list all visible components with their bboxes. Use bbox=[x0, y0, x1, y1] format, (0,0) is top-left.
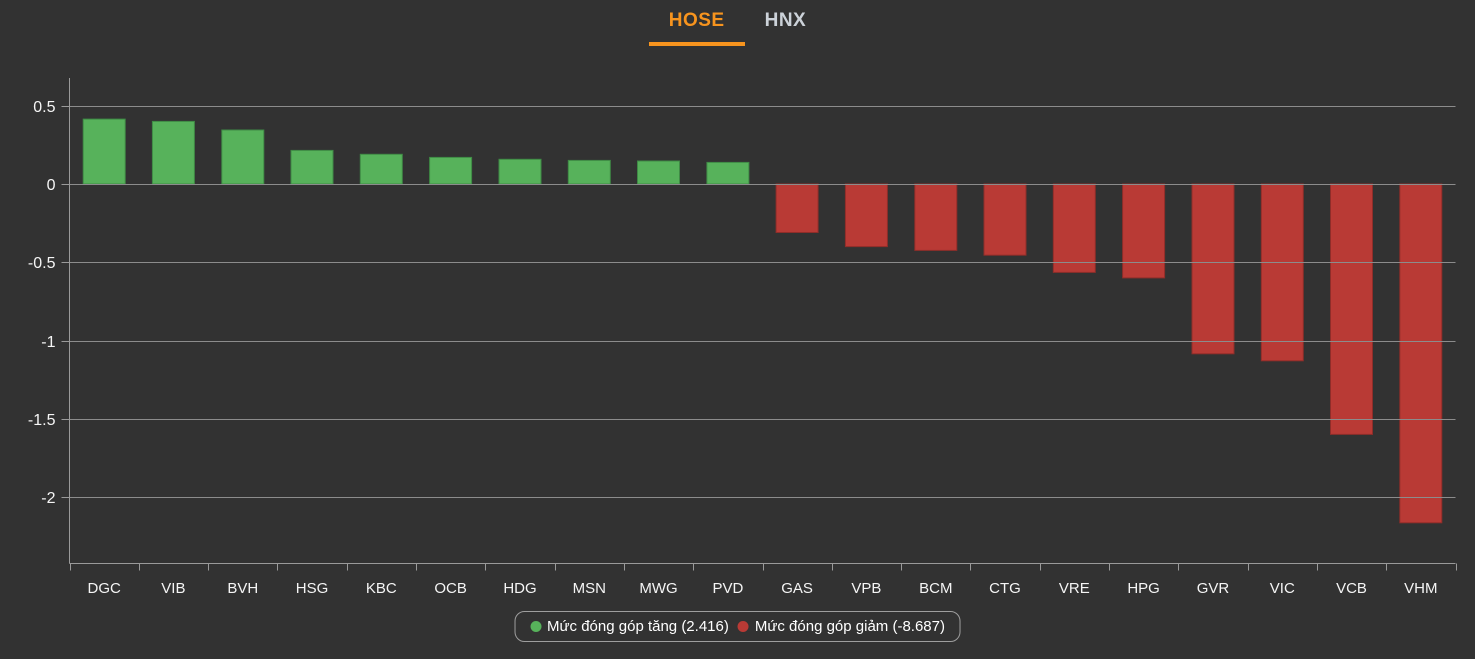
bar-VIB[interactable] bbox=[151, 120, 195, 185]
bar-VHM[interactable] bbox=[1399, 183, 1443, 524]
legend-decrease-label: Mức đóng góp giảm (-8.687) bbox=[754, 618, 945, 635]
increase-dot-icon bbox=[530, 621, 542, 632]
x-tick-label-PVD: PVD bbox=[712, 580, 743, 597]
bar-DGC[interactable] bbox=[82, 118, 126, 185]
bar-GAS[interactable] bbox=[775, 183, 819, 233]
bar-VCB[interactable] bbox=[1330, 183, 1373, 435]
x-tick-label-VPB: VPB bbox=[851, 580, 881, 597]
x-tick-label-DGC: DGC bbox=[88, 580, 122, 597]
x-tick-label-MWG: MWG bbox=[639, 580, 677, 597]
y-tick-label: -1.5 bbox=[28, 412, 56, 429]
x-tick-label-GVR: GVR bbox=[1197, 580, 1230, 597]
decrease-dot-icon bbox=[737, 621, 749, 632]
bar-GVR[interactable] bbox=[1191, 183, 1235, 355]
chart-legend: Mức đóng góp tăng (2.416) Mức đóng góp g… bbox=[514, 611, 961, 642]
legend-item-decrease[interactable]: Mức đóng góp giảm (-8.687) bbox=[737, 618, 945, 635]
bar-HPG[interactable] bbox=[1122, 183, 1166, 279]
tab-hnx[interactable]: HNX bbox=[764, 10, 807, 31]
bar-CTG[interactable] bbox=[983, 183, 1027, 256]
bar-BVH[interactable] bbox=[221, 129, 265, 185]
x-tick-label-VIC: VIC bbox=[1270, 580, 1295, 597]
tab-hose[interactable]: HOSE bbox=[648, 9, 745, 46]
bar-VPB[interactable] bbox=[844, 183, 888, 248]
x-tick-label-OCB: OCB bbox=[434, 580, 467, 597]
bar-OCB[interactable] bbox=[429, 156, 473, 185]
x-tick-label-HSG: HSG bbox=[296, 580, 329, 597]
x-tick-label-VRE: VRE bbox=[1059, 580, 1090, 597]
y-tick-label: -1 bbox=[41, 334, 55, 351]
exchange-tabs: HOSE HNX bbox=[0, 0, 1475, 46]
bar-VIC[interactable] bbox=[1260, 183, 1304, 362]
x-tick-label-VHM: VHM bbox=[1404, 580, 1437, 597]
legend-item-increase[interactable]: Mức đóng góp tăng (2.416) bbox=[530, 618, 729, 635]
x-tick-label-BCM: BCM bbox=[919, 580, 952, 597]
x-tick-label-CTG: CTG bbox=[989, 580, 1021, 597]
x-tick-label-MSN: MSN bbox=[573, 580, 606, 597]
bar-HDG[interactable] bbox=[498, 158, 542, 185]
bar-VRE[interactable] bbox=[1052, 183, 1096, 273]
y-tick-label: 0 bbox=[47, 177, 56, 194]
bar-KBC[interactable] bbox=[359, 153, 403, 185]
bar-BCM[interactable] bbox=[914, 183, 958, 251]
x-tick-label-VIB: VIB bbox=[161, 580, 185, 597]
x-tick-label-BVH: BVH bbox=[227, 580, 258, 597]
x-tick-label-HPG: HPG bbox=[1127, 580, 1160, 597]
y-tick-label: 0.5 bbox=[33, 99, 55, 116]
bar-HSG[interactable] bbox=[290, 149, 334, 185]
x-tick-label-VCB: VCB bbox=[1336, 580, 1367, 597]
x-tick-label-HDG: HDG bbox=[503, 580, 536, 597]
legend-increase-label: Mức đóng góp tăng (2.416) bbox=[547, 618, 729, 635]
bar-MSN[interactable] bbox=[567, 159, 611, 185]
x-tick-label-KBC: KBC bbox=[366, 580, 397, 597]
y-tick-label: -2 bbox=[41, 490, 55, 507]
x-tick-label-GAS: GAS bbox=[781, 580, 813, 597]
y-tick-label: -0.5 bbox=[28, 255, 56, 272]
bar-PVD[interactable] bbox=[706, 161, 750, 185]
bar-MWG[interactable] bbox=[637, 160, 680, 185]
